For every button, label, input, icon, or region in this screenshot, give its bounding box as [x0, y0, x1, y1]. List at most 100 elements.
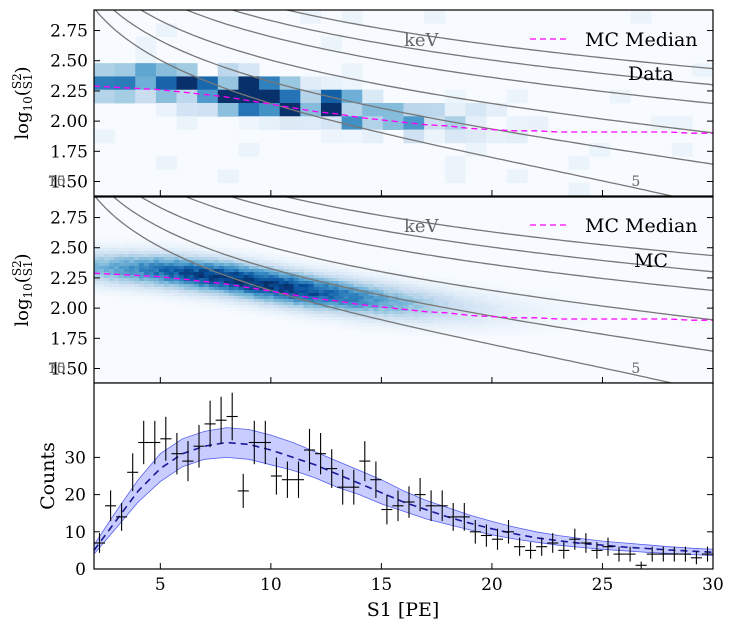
heatmap-cell — [128, 266, 135, 270]
heatmap-cell — [353, 290, 359, 294]
heatmap-cell — [523, 329, 529, 333]
heatmap-cell — [453, 290, 459, 294]
heatmap-cell — [228, 266, 235, 270]
heatmap-cell — [203, 305, 210, 309]
heatmap-cell — [548, 308, 554, 312]
heatmap-cell — [208, 245, 215, 249]
heatmap-cell — [158, 245, 165, 249]
heatmap-cell — [218, 269, 225, 273]
heatmap-cell — [513, 332, 519, 336]
heatmap-cell — [103, 266, 110, 270]
heatmap-cell — [283, 317, 290, 321]
heatmap-cell — [373, 323, 379, 327]
heatmap-cell — [553, 320, 559, 324]
heatmap-cell — [313, 269, 320, 273]
heatmap-cell — [463, 293, 469, 297]
heatmap-cell — [158, 263, 165, 267]
heatmap-cell — [293, 308, 300, 312]
heatmap-cell — [198, 284, 205, 288]
heatmap-cell — [533, 314, 539, 318]
heatmap-cell — [148, 275, 155, 279]
heatmap-cell — [318, 290, 325, 294]
heatmap-cell — [458, 335, 464, 339]
heatmap-cell — [323, 320, 330, 324]
heatmap-cell — [383, 281, 389, 285]
data-point — [160, 416, 172, 461]
heatmap-cell — [403, 311, 409, 315]
heatmap-cell — [558, 314, 564, 318]
heatmap-cell — [341, 89, 363, 104]
heatmap-cell — [203, 257, 210, 261]
heatmap-cell — [443, 332, 449, 336]
heatmap-cell — [243, 302, 250, 306]
heatmap-cell — [493, 299, 499, 303]
heatmap-cell — [558, 302, 564, 306]
heatmap-cell — [358, 323, 364, 327]
heatmap-cell — [268, 311, 275, 315]
heatmap-cell — [233, 254, 240, 258]
heatmap-cell — [418, 299, 424, 303]
heatmap-cell — [548, 305, 554, 309]
heatmap-cell — [508, 326, 514, 330]
heatmap-cell — [348, 278, 354, 282]
contour-label: 5 — [631, 174, 640, 190]
heatmap-cell — [178, 242, 185, 246]
heatmap-cell — [378, 278, 384, 282]
heatmap-cell — [378, 296, 384, 300]
heatmap-cell — [413, 305, 419, 309]
heatmap-cell — [373, 284, 379, 288]
heatmap-cell — [468, 281, 474, 285]
heatmap-cell — [503, 323, 509, 327]
heatmap-cell — [383, 317, 389, 321]
heatmap-cell — [463, 308, 469, 312]
heatmap-cell — [313, 296, 320, 300]
heatmap-cell — [428, 287, 434, 291]
heatmap-cell — [103, 284, 110, 288]
heatmap-cell — [578, 311, 584, 315]
heatmap-cell — [318, 293, 325, 297]
heatmap-cell — [118, 272, 125, 276]
heatmap-cell — [103, 287, 110, 291]
heatmap-cell — [568, 299, 574, 303]
heatmap-cell — [248, 311, 255, 315]
heatmap-cell — [238, 254, 245, 258]
middle-ylabel-num: S2 — [10, 260, 24, 276]
heatmap-cell — [398, 311, 404, 315]
heatmap-cell — [423, 311, 429, 315]
heatmap-cell — [123, 245, 130, 249]
heatmap-cell — [193, 272, 200, 276]
heatmap-cell — [458, 308, 464, 312]
heatmap-cell — [313, 272, 320, 276]
heatmap-cell — [188, 269, 195, 273]
heatmap-cell — [413, 281, 419, 285]
heatmap-cell — [543, 296, 549, 300]
heatmap-cell — [163, 254, 170, 258]
heatmap-cell — [543, 308, 549, 312]
heatmap-cell — [303, 266, 310, 270]
heatmap-cell — [138, 269, 145, 273]
heatmap-cell — [268, 284, 275, 288]
heatmap-cell — [268, 305, 275, 309]
heatmap-cell — [278, 308, 285, 312]
heatmap-cell — [483, 293, 489, 297]
heatmap-cell — [393, 278, 399, 282]
heatmap-cell — [318, 296, 325, 300]
heatmap-cell — [123, 290, 130, 294]
heatmap-cell — [138, 278, 145, 282]
heatmap-cell — [168, 284, 175, 288]
heatmap-cell — [308, 284, 315, 288]
heatmap-cell — [173, 275, 180, 279]
heatmap-cell — [563, 314, 569, 318]
heatmap-cell — [98, 263, 105, 267]
heatmap-cell — [508, 308, 514, 312]
heatmap-cell — [208, 290, 215, 294]
heatmap-cell — [288, 269, 295, 273]
heatmap-cell — [323, 278, 330, 282]
heatmap-cell — [143, 263, 150, 267]
heatmap-cell — [243, 257, 250, 261]
heatmap-cell — [458, 320, 464, 324]
heatmap-cell — [98, 260, 105, 264]
heatmap-cell — [498, 326, 504, 330]
heatmap-cell — [228, 305, 235, 309]
heatmap-cell — [433, 281, 439, 285]
